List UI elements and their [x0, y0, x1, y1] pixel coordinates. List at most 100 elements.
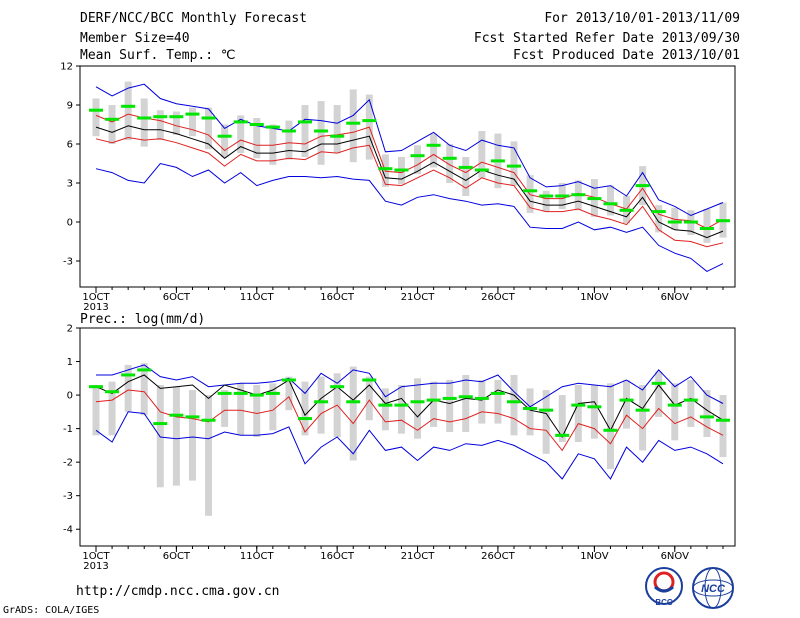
- median-marker: [699, 415, 714, 419]
- y-tick-label: 3: [67, 179, 73, 190]
- ensemble-box: [623, 379, 631, 429]
- median-marker: [667, 220, 682, 224]
- y-tick-label: -3: [63, 257, 73, 268]
- ensemble-box: [188, 107, 196, 137]
- ensemble-box: [253, 118, 261, 159]
- x-tick-label: 1NOV: [580, 292, 609, 303]
- ensemble-box: [510, 374, 518, 436]
- median-marker: [426, 143, 441, 147]
- median-marker: [410, 400, 425, 404]
- x-tick-label: 26OCT: [481, 292, 516, 303]
- ensemble-box: [639, 385, 647, 451]
- ensemble-box: [719, 395, 727, 458]
- ensemble-box: [108, 381, 116, 436]
- ensemble-box: [269, 124, 277, 165]
- median-marker: [121, 104, 136, 108]
- median-marker: [555, 194, 570, 198]
- median-marker: [458, 395, 473, 399]
- median-marker: [249, 123, 264, 126]
- ensemble-box: [574, 385, 582, 443]
- median-marker: [233, 120, 248, 124]
- y-tick-label: 0: [67, 218, 73, 229]
- median-marker: [201, 116, 216, 120]
- ensemble-box: [671, 207, 679, 230]
- median-marker: [555, 433, 570, 437]
- x-tick-label: 1NOV: [580, 551, 609, 562]
- ensemble-box: [140, 363, 148, 416]
- grads-credit: GrADS: COLA/IGES: [3, 605, 100, 616]
- median-marker: [233, 391, 248, 395]
- median-marker: [587, 197, 602, 201]
- ensemble-box: [301, 381, 309, 436]
- median-marker: [281, 378, 296, 382]
- ensemble-box: [188, 390, 196, 481]
- median-marker: [89, 385, 103, 389]
- fcst-produced: Fcst Produced Date 2013/10/01: [513, 48, 740, 63]
- ensemble-box: [462, 374, 470, 432]
- x-tick-year: 2013: [83, 302, 108, 313]
- median-marker: [137, 368, 152, 372]
- y-tick-label: 1: [67, 357, 73, 368]
- median-marker: [635, 408, 650, 412]
- x-tick-label: 21OCT: [401, 292, 436, 303]
- top-panel-variable: Mean Surf. Temp.: ℃: [80, 48, 236, 63]
- x-tick-year: 2013: [83, 561, 108, 572]
- median-marker: [249, 393, 264, 397]
- ensemble-box: [462, 157, 470, 196]
- median-marker: [378, 167, 393, 171]
- median-marker: [571, 403, 586, 407]
- median-marker: [314, 400, 329, 404]
- median-marker: [490, 391, 505, 395]
- median-marker: [378, 403, 393, 407]
- x-tick-label: 11OCT: [240, 292, 275, 303]
- median-marker: [153, 115, 168, 119]
- x-tick-label: 16OCT: [320, 551, 355, 562]
- median-marker: [185, 415, 200, 419]
- ensemble-box: [687, 379, 695, 427]
- ensemble-box: [205, 107, 213, 150]
- bcc-logo: BCC: [645, 567, 683, 607]
- median-marker: [394, 168, 409, 172]
- median-marker: [89, 108, 103, 112]
- median-marker: [507, 400, 521, 404]
- ensemble-box: [590, 385, 598, 439]
- mean-minus-std-line: [95, 136, 724, 248]
- median-marker: [683, 398, 698, 402]
- max-line: [96, 364, 724, 408]
- median-marker: [667, 403, 682, 407]
- median-marker: [426, 398, 441, 402]
- median-marker: [410, 154, 425, 158]
- mean-plus-std-line: [95, 113, 724, 230]
- x-tick-label: 6OCT: [163, 551, 191, 562]
- median-marker: [507, 164, 521, 168]
- plot-frame: [79, 65, 736, 288]
- median-marker: [281, 129, 296, 133]
- median-marker: [362, 119, 377, 123]
- ensemble-box: [221, 390, 229, 427]
- max-line: [95, 83, 724, 217]
- bcc-logo-text: BCC: [655, 598, 673, 607]
- median-marker: [346, 400, 361, 404]
- ensemble-box: [542, 190, 550, 212]
- mean-line: [95, 125, 724, 239]
- median-marker: [539, 408, 554, 412]
- median-marker: [539, 194, 554, 198]
- ensemble-box: [285, 120, 293, 160]
- plot-frame: [79, 327, 736, 547]
- median-marker: [362, 378, 377, 382]
- ensemble-box: [430, 133, 438, 168]
- median-marker: [523, 406, 538, 410]
- median-marker: [265, 391, 280, 395]
- ensemble-box: [237, 383, 245, 436]
- ncc-logo-text: NCC: [701, 583, 726, 595]
- median-marker: [265, 125, 280, 129]
- ensemble-box: [542, 390, 550, 454]
- median-marker: [298, 120, 312, 124]
- ensemble-box: [478, 379, 486, 424]
- ensemble-box: [446, 379, 454, 432]
- min-line: [95, 411, 724, 480]
- ensemble-box: [172, 386, 180, 486]
- median-marker: [137, 116, 152, 120]
- footer-url[interactable]: http://cmdp.ncc.cma.gov.cn: [76, 584, 280, 599]
- median-marker: [474, 168, 489, 172]
